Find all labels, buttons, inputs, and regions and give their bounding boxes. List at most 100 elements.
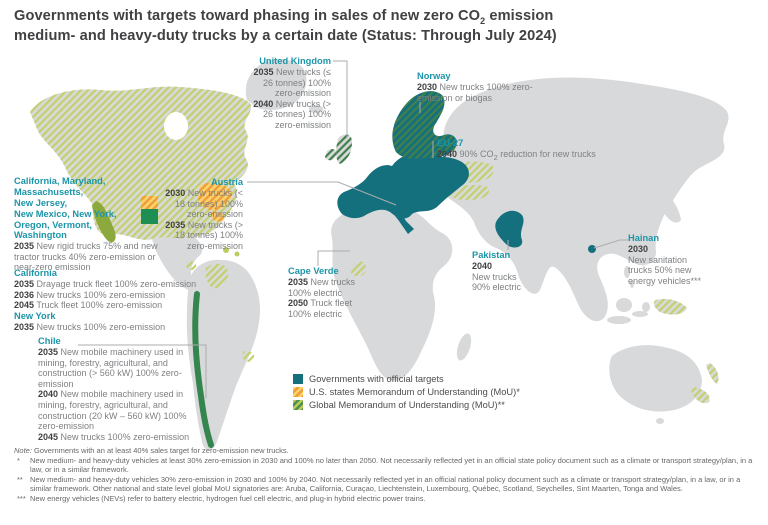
region-uruguay-global-mou <box>242 350 255 362</box>
region-lesser-sunda <box>632 311 648 317</box>
target-entry: 2030 New trucks (< 18 tonnes) 100% zero-… <box>165 187 243 220</box>
region-tasmania <box>656 418 664 424</box>
hudson-bay <box>164 112 188 140</box>
target-entry: 2040 90% CO2 reduction for new trucks <box>437 148 596 162</box>
annotation-hainan: Hainan 2030 New sanitation trucks 50% new… <box>628 233 712 286</box>
region-label-united-kingdom: United Kingdom <box>259 56 331 66</box>
region-uk-global-mou <box>336 134 352 164</box>
legend-item-official-targets: Governments with official targets <box>293 374 520 384</box>
target-entry: 2035 New mobile machinery used in mining… <box>38 346 184 389</box>
region-australia <box>609 345 702 412</box>
region-philippines-2 <box>630 280 634 288</box>
region-japan <box>659 191 681 223</box>
target-entry: 2035 New rigid trucks 75% and new tracto… <box>14 241 158 273</box>
target-entry: 2045 Truck fleet 100% zero-emission <box>14 300 163 311</box>
leader-austria <box>247 181 397 206</box>
region-eu27 <box>337 153 469 219</box>
region-label-us-states: California, Maryland, Massachusetts, New… <box>14 176 117 241</box>
annotation-california-newyork: California 2035 Drayage truck fleet 100%… <box>14 268 266 332</box>
annotation-norway: Norway 2030 New trucks 100% zero-emissio… <box>417 71 543 103</box>
region-caribbean-mou-1 <box>223 247 229 253</box>
region-chile <box>192 291 214 448</box>
legend-item-global-mou: Global Memorandum of Understanding (MoU)… <box>293 400 520 410</box>
target-entry: 2030 New trucks 100% zero-emission or bi… <box>417 81 533 103</box>
legend-swatch-global-mou <box>293 400 303 410</box>
region-east-coast-us-mou <box>210 211 225 222</box>
page-title: Governments with targets toward phasing … <box>14 7 738 47</box>
region-java <box>607 316 631 324</box>
leader-united-kingdom <box>333 60 348 138</box>
legend: Governments with official targets U.S. s… <box>293 374 520 413</box>
region-label-cape-verde: Cape Verde <box>288 266 339 276</box>
region-label-hainan: Hainan <box>628 233 659 243</box>
annotation-eu27: EU-27 2040 90% CO2 reduction for new tru… <box>437 138 677 163</box>
region-pakistan <box>495 210 524 248</box>
region-ireland-global-mou <box>325 148 337 161</box>
region-label-pakistan: Pakistan <box>472 250 511 260</box>
region-sumatra <box>587 308 607 316</box>
legend-swatch-teal <box>293 374 303 384</box>
region-caribbean-mou-2 <box>234 251 240 257</box>
region-panama-global-mou <box>185 260 197 271</box>
region-colombia-global-mou <box>205 263 229 289</box>
region-philippines <box>624 266 630 278</box>
region-borneo <box>616 298 632 312</box>
annotation-austria: Austria 2030 New trucks (< 18 tonnes) 10… <box>161 177 243 252</box>
title-line-2: medium- and heavy-duty trucks by a certa… <box>14 27 557 44</box>
region-california <box>92 201 116 243</box>
region-africa <box>331 206 453 381</box>
annotation-chile: Chile 2035 New mobile machinery used in … <box>38 336 208 442</box>
legend-item-us-states-mou: U.S. states Memorandum of Understanding … <box>293 387 520 397</box>
target-entry: 2040 New trucks 90% electric <box>472 260 522 293</box>
region-label-norway: Norway <box>417 71 451 81</box>
region-northeast-us-mou <box>198 182 232 211</box>
region-scandinavia-global-mou <box>392 91 457 159</box>
region-new-guinea-global-mou <box>653 298 687 315</box>
annotation-pakistan: Pakistan 2040 New trucks 90% electric <box>472 250 536 293</box>
region-new-mexico-us-mou <box>141 196 158 209</box>
target-entry: 2040 New trucks (> 26 tonnes) 100% zero-… <box>253 98 331 131</box>
target-entry: 2036 New trucks 100% zero-emission <box>14 289 166 300</box>
footnote-note: Note: Governments with an at least 40% s… <box>14 446 289 455</box>
annotation-united-kingdom: United Kingdom 2035 New trucks (≤ 26 ton… <box>247 56 331 131</box>
region-greenland <box>245 59 307 110</box>
footnotes: Note: Governments with an at least 40% s… <box>14 446 758 503</box>
annotation-cape-verde: Cape Verde 2035 New trucks 100% electric… <box>288 266 368 319</box>
region-label-new-york: New York <box>14 310 56 321</box>
region-label-eu27: EU-27 <box>437 138 464 148</box>
target-entry: 2035 New trucks 100% electric <box>288 276 356 298</box>
region-new-zealand-south-mou <box>691 387 710 404</box>
annotation-us-states: California, Maryland, Massachusetts, New… <box>14 176 174 273</box>
region-asia <box>443 77 729 322</box>
region-cape-verde-global-mou <box>351 261 367 277</box>
footnote-item: ** New medium- and heavy-duty vehicles 3… <box>17 474 741 494</box>
target-entry: 2035 New trucks (≤ 26 tonnes) 100% zero-… <box>253 66 332 99</box>
leader-chile <box>78 344 207 398</box>
region-new-zealand-north-mou <box>706 363 719 384</box>
region-iceland <box>309 105 323 113</box>
region-hainan <box>588 245 596 253</box>
footnote-item: * New medium- and heavy-duty vehicles at… <box>17 455 753 475</box>
target-entry: 2045 New trucks 100% zero-emission <box>38 431 190 442</box>
legend-label: U.S. states Memorandum of Understanding … <box>309 387 520 397</box>
region-label-chile: Chile <box>38 336 61 346</box>
region-us-canada-global-mou <box>30 86 252 240</box>
target-entry: 2040 New mobile machinery used in mining… <box>38 389 187 432</box>
region-label-california: California <box>14 268 57 278</box>
target-entry: 2035 New trucks (> 18 tonnes) 100% zero-… <box>165 219 243 252</box>
region-new-mexico-target <box>141 209 158 224</box>
footnote-item: *** New energy vehicles (NEVs) refer to … <box>17 493 426 503</box>
target-entry: 2035 New trucks 100% zero-emission <box>14 321 166 332</box>
region-south-america <box>186 259 260 450</box>
legend-swatch-us-mou <box>293 387 303 397</box>
leader-hainan <box>593 239 628 249</box>
leader-cape-verde <box>317 250 350 266</box>
legend-label: Global Memorandum of Understanding (MoU)… <box>309 400 505 410</box>
region-sulawesi <box>642 302 650 312</box>
region-label-austria: Austria <box>210 177 243 187</box>
title-line-1: Governments with targets toward phasing … <box>14 8 554 26</box>
legend-label: Governments with official targets <box>309 374 444 384</box>
region-italy <box>392 207 414 234</box>
target-entry: 2035 Drayage truck fleet 100% zero-emiss… <box>14 278 197 289</box>
